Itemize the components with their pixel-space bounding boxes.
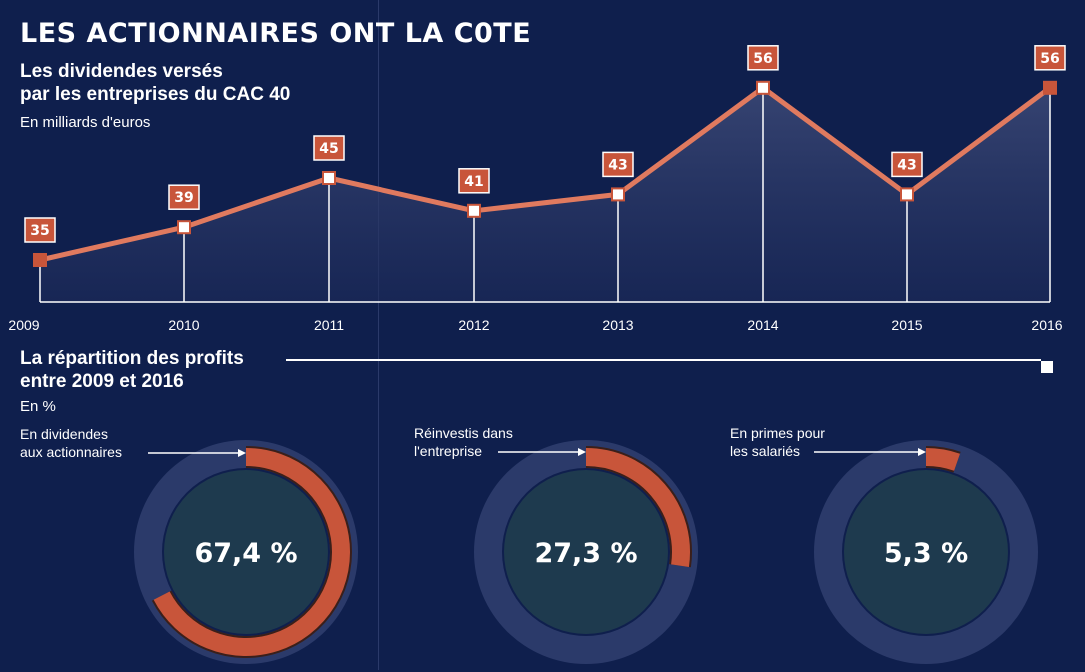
donut-label-bonuses: En primes pour les salariés bbox=[730, 424, 825, 460]
data-label: 41 bbox=[464, 174, 483, 190]
donut-value: 5,3 % bbox=[884, 538, 968, 569]
chart-subtitle: Les dividendes versés par les entreprise… bbox=[20, 60, 290, 106]
data-point bbox=[900, 187, 914, 202]
donut-inner bbox=[164, 470, 328, 634]
donut-value: 67,4 % bbox=[194, 538, 297, 569]
data-point bbox=[177, 220, 191, 235]
x-tick-label: 2016 bbox=[1031, 317, 1062, 333]
data-label: 56 bbox=[1040, 51, 1059, 67]
donut-value: 27,3 % bbox=[534, 538, 637, 569]
chart-unit: En milliards d'euros bbox=[20, 114, 151, 131]
area-fill bbox=[40, 87, 1050, 302]
x-tick-label: 2015 bbox=[891, 317, 922, 333]
donut-reinvested: 27,3 % bbox=[474, 440, 698, 664]
section2-rule-end-square bbox=[1041, 361, 1053, 373]
data-label: 43 bbox=[897, 157, 916, 173]
donut-dividends: 67,4 % bbox=[134, 440, 358, 664]
donut-label-line1: En primes pour bbox=[730, 425, 825, 441]
data-point bbox=[33, 253, 47, 267]
column-divider bbox=[378, 0, 379, 670]
section2-title-line1: La répartition des profits bbox=[20, 348, 244, 369]
donut-arc bbox=[925, 448, 960, 471]
section2-rule bbox=[286, 359, 1041, 361]
data-point bbox=[611, 187, 625, 202]
donut-label-line2: les salariés bbox=[730, 443, 801, 459]
data-point bbox=[467, 203, 481, 218]
data-label-box bbox=[168, 184, 200, 210]
data-label-box bbox=[458, 168, 490, 194]
donut-label-dividends: En dividendes aux actionnaires bbox=[20, 425, 122, 461]
x-tick-label: 2014 bbox=[747, 317, 778, 333]
donut-label-line2: aux actionnaires bbox=[20, 444, 122, 460]
x-tick-label: 2013 bbox=[602, 317, 633, 333]
section2-title: La répartition des profits entre 2009 et… bbox=[20, 347, 244, 393]
x-tick-label: 2012 bbox=[458, 317, 489, 333]
data-point bbox=[322, 171, 336, 185]
data-label-box bbox=[602, 151, 634, 178]
data-label: 35 bbox=[30, 223, 49, 239]
donut-inner bbox=[844, 470, 1008, 634]
donut-bonuses: 5,3 % bbox=[814, 440, 1038, 664]
chart-subtitle-line1: Les dividendes versés bbox=[20, 61, 223, 82]
data-label-box bbox=[747, 45, 779, 71]
data-label: 45 bbox=[319, 141, 338, 157]
page-title: LES ACTIONNAIRES ONT LA C0TE bbox=[20, 18, 532, 49]
section2-title-line2: entre 2009 et 2016 bbox=[20, 371, 184, 392]
data-point bbox=[756, 80, 770, 95]
data-label-box bbox=[24, 217, 56, 243]
data-label: 56 bbox=[753, 51, 772, 67]
data-point bbox=[1043, 80, 1057, 95]
section2-unit: En % bbox=[20, 398, 56, 415]
chart-subtitle-line2: par les entreprises du CAC 40 bbox=[20, 84, 291, 105]
data-label: 39 bbox=[174, 190, 193, 206]
data-label: 43 bbox=[608, 157, 627, 173]
x-tick-label: 2010 bbox=[168, 317, 199, 333]
data-label-box bbox=[313, 135, 345, 161]
donut-arc bbox=[153, 448, 350, 656]
donut-label-line2: l'entreprise bbox=[414, 443, 483, 459]
x-tick-label: 2011 bbox=[314, 317, 344, 333]
series-line bbox=[39, 85, 1052, 263]
donut-label-reinvested: Réinvestis dans l'entreprise bbox=[414, 424, 513, 460]
donut-arc bbox=[585, 448, 690, 567]
x-tick-label: 2009 bbox=[8, 317, 39, 333]
donut-inner bbox=[504, 470, 668, 634]
donut-label-line1: Réinvestis dans bbox=[414, 425, 513, 441]
donut-label-line1: En dividendes bbox=[20, 426, 108, 442]
data-label-box bbox=[891, 151, 923, 178]
dividend-line-chart: 35 2009 39 2010 45 2011 41 2012 43 2013 56 2014 43 20… bbox=[8, 45, 1066, 333]
data-label-box bbox=[1034, 45, 1066, 71]
